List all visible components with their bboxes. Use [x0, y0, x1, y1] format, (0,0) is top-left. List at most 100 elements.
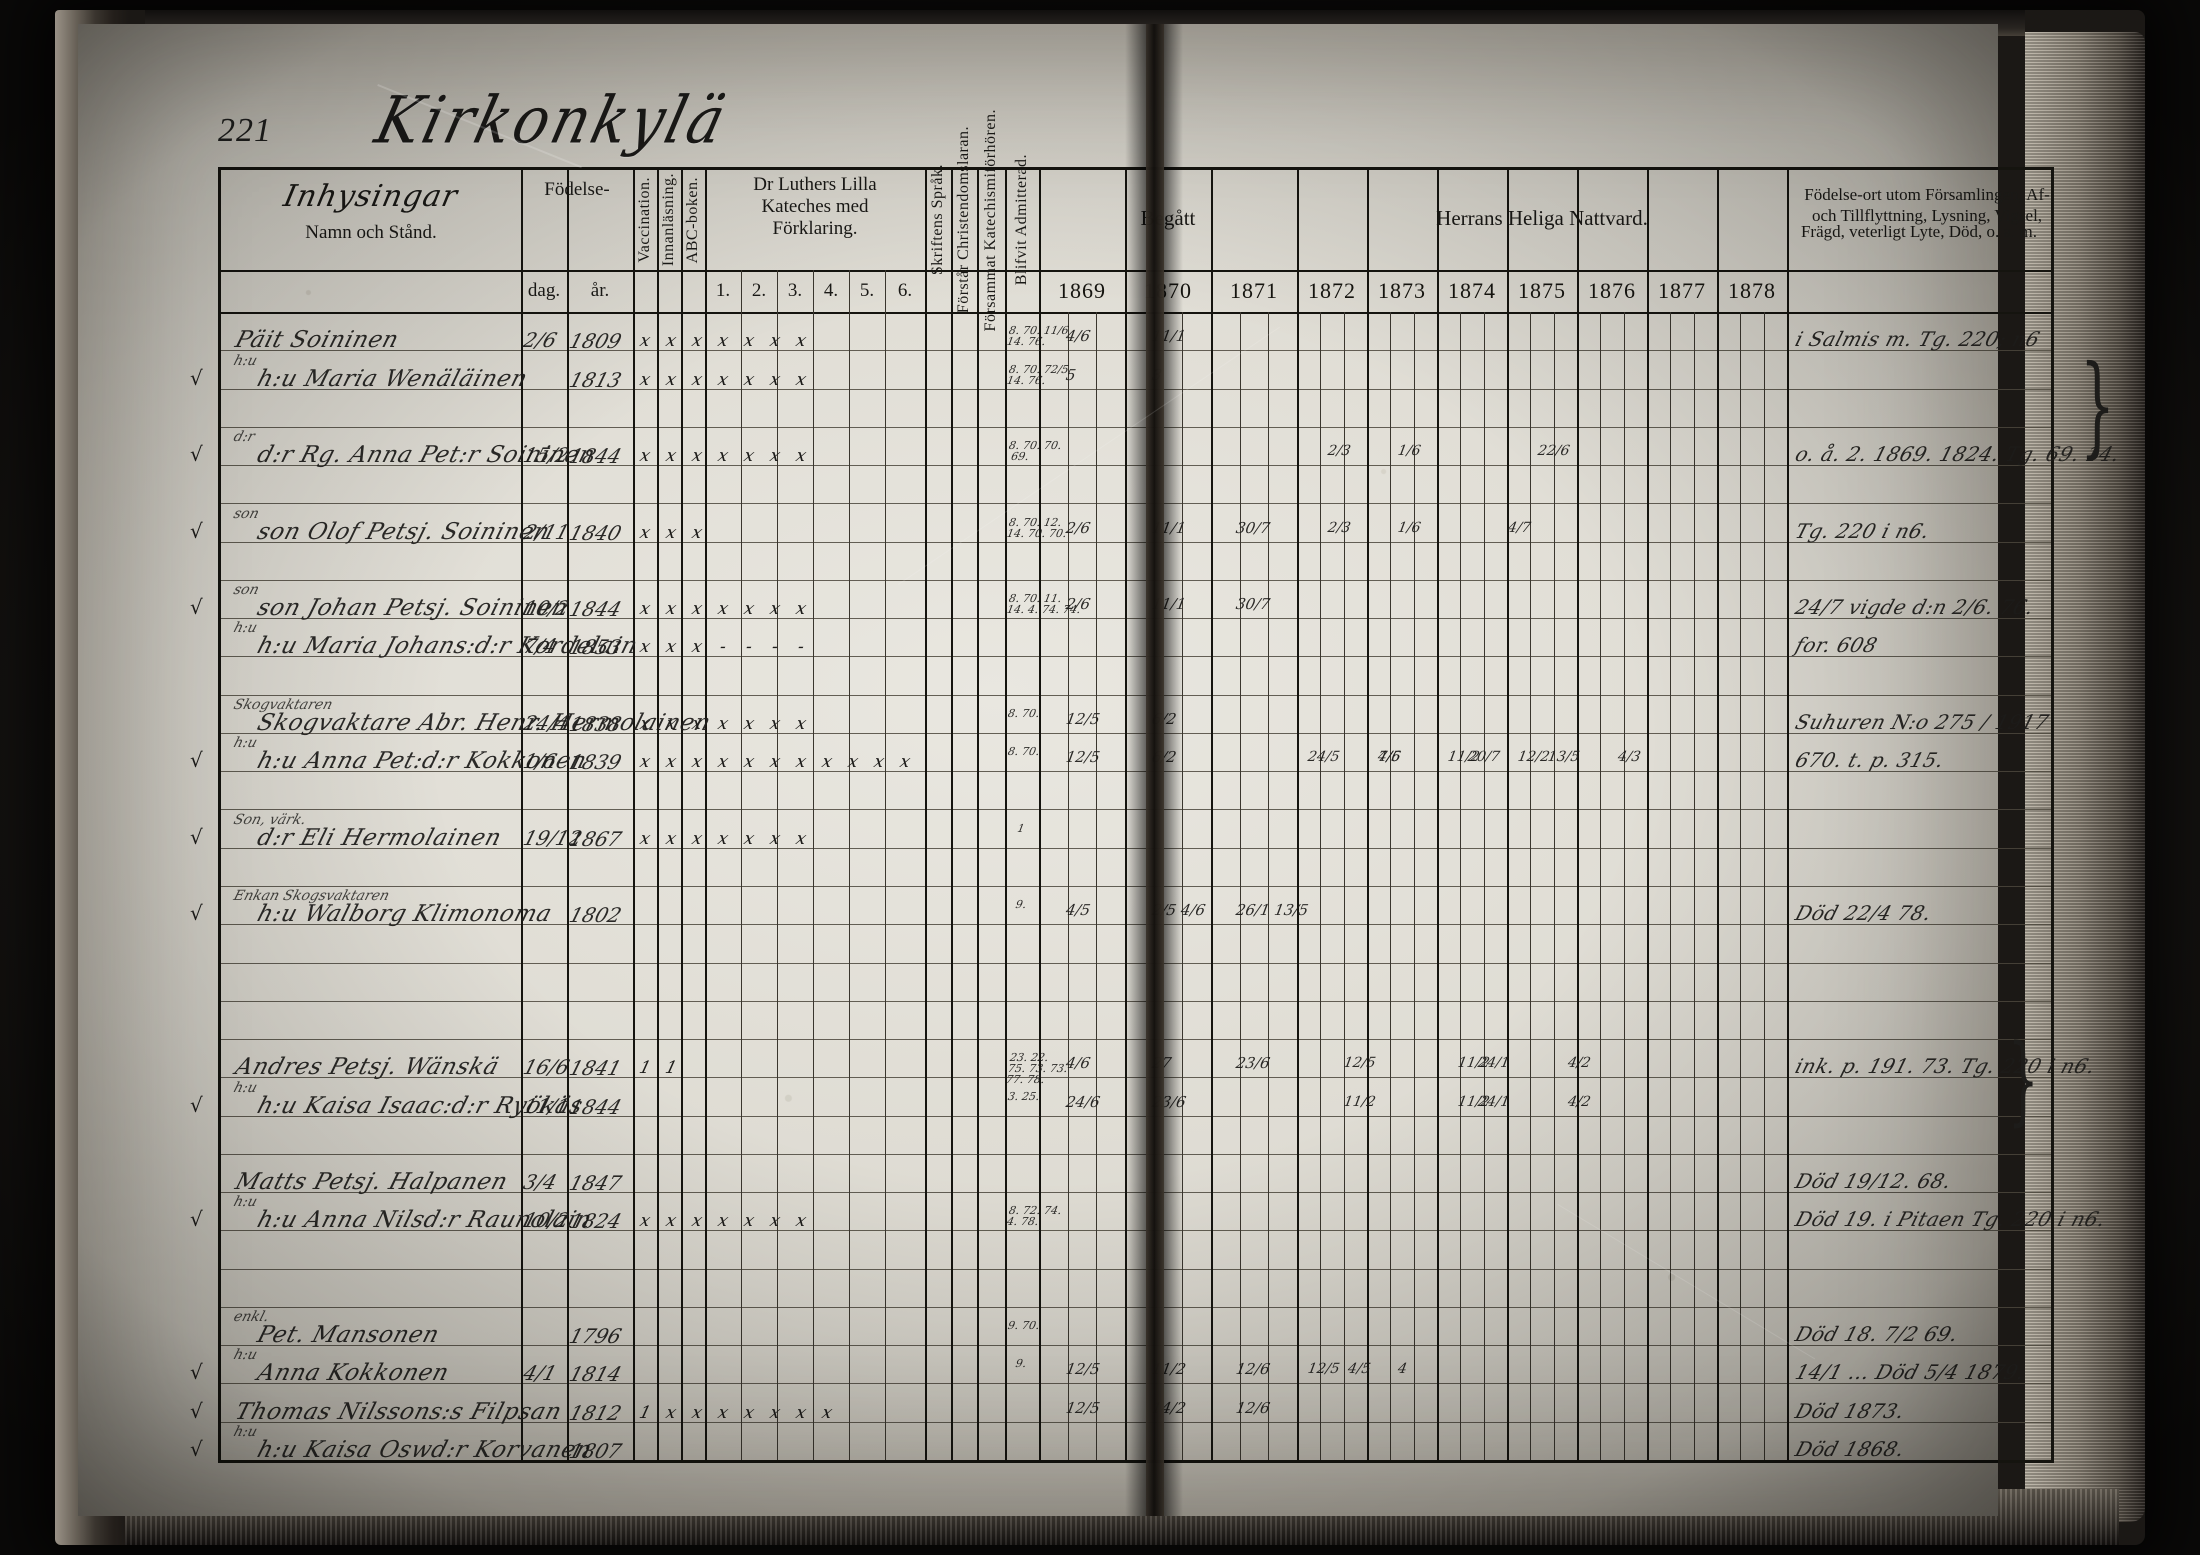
- header-katekes-3: 3.: [787, 280, 803, 302]
- handwritten-text: h:u Maria Wenäläinen: [254, 365, 531, 392]
- handwritten-text: 1802: [566, 903, 625, 928]
- handwritten-text: 2/11: [520, 519, 573, 544]
- handwritten-text: 1824: [566, 1209, 625, 1234]
- remark-brace: }: [2008, 1024, 2039, 1137]
- page-spread: 221 Kirkonkylä Inhysingar Namn och Stånd…: [78, 24, 2123, 1516]
- handwritten-text: 2/3: [1326, 443, 1352, 460]
- handwritten-text: 12/5: [1064, 1360, 1102, 1379]
- handwritten-text: son Olof Petsj. Soininen: [254, 518, 554, 545]
- handwritten-text: 14/1 ... Död 5/4 1879.: [1792, 1360, 2028, 1385]
- handwritten-text: Död 1868.: [1792, 1437, 1908, 1461]
- header-katekes-2: 2.: [751, 280, 767, 302]
- handwritten-text: h:u: [231, 1424, 260, 1440]
- handwritten-text: 20/7: [1466, 749, 1501, 766]
- handwritten-text: 30/7: [1234, 595, 1272, 614]
- handwritten-text: 12/5: [1064, 1398, 1102, 1417]
- katekes-note: 8. 70. 11. 14. 4. 74. 74.: [1005, 592, 1082, 617]
- handwritten-text: Tg. 220 i n6.: [1792, 518, 1933, 543]
- katekes-note: 8. 70. 12. 14. 70. 70.: [1005, 515, 1068, 540]
- margin-check-tick: √: [190, 1398, 203, 1423]
- remark-brace: }: [2080, 341, 2115, 470]
- header-katekes-line3: Förklaring.: [772, 218, 858, 240]
- handwritten-text: son: [231, 505, 261, 522]
- header-katekes-line1: Dr Luthers Lilla: [753, 174, 877, 196]
- handwritten-text: ink. p. 191. 73. Tg. 220 i n6.: [1792, 1054, 2099, 1079]
- handwritten-text: 1813: [566, 367, 625, 392]
- katekes-note: 3. 25.: [1006, 1089, 1041, 1103]
- page-title: Kirkonkylä: [368, 81, 736, 159]
- year-1876: 1876: [1588, 278, 1636, 303]
- handwritten-text: 1844: [566, 1094, 625, 1119]
- handwritten-text: 12/5: [1306, 1361, 1341, 1378]
- handwritten-text: 1812: [566, 1400, 625, 1425]
- handwritten-text: 4/6: [1064, 1054, 1092, 1073]
- margin-check-tick: √: [190, 1360, 203, 1385]
- year-1877: 1877: [1658, 278, 1706, 303]
- handwritten-text: 1840: [566, 520, 625, 545]
- handwritten-text: d:r Eli Hermolainen: [254, 824, 505, 851]
- katekes-note: 1: [1016, 821, 1026, 835]
- handwritten-text: 1814: [566, 1362, 625, 1387]
- handwritten-text: 26/1 13/5: [1234, 901, 1310, 920]
- year-1869: 1869: [1058, 278, 1106, 303]
- handwritten-text: 12/5: [1342, 1055, 1377, 1072]
- handwritten-text: 24/5: [1306, 749, 1341, 766]
- handwritten-text: 4/3: [1616, 749, 1642, 766]
- header-abc-boken: ABC-boken.: [684, 176, 702, 264]
- header-birth-day: dag.: [527, 280, 561, 302]
- handwritten-text: Död 19/12. 68.: [1792, 1169, 1955, 1194]
- handwritten-text: 2/6: [1064, 518, 1092, 537]
- handwritten-text: 1844: [566, 597, 625, 622]
- year-1875: 1875: [1518, 278, 1566, 303]
- year-1878: 1878: [1728, 278, 1776, 303]
- handwritten-text: 12/6: [1234, 1398, 1272, 1417]
- handwritten-text: h:u Walborg Klimonoma: [254, 901, 556, 928]
- header-birth: Födelse-: [544, 179, 610, 201]
- handwritten-text: 1/6: [1396, 519, 1422, 536]
- handwritten-text: Anna Kokkonen: [254, 1360, 453, 1387]
- margin-check-tick: √: [190, 518, 203, 543]
- handwritten-text: 1838: [566, 711, 625, 736]
- margin-check-tick: √: [190, 1207, 203, 1232]
- handwritten-text: 24/1: [1476, 1093, 1511, 1110]
- handwritten-text: 1847: [566, 1171, 625, 1196]
- katekes-note: 8. 72. 74. 4. 78.: [1005, 1204, 1063, 1229]
- handwritten-text: Thomas Nilssons:s Filpsan: [232, 1398, 565, 1425]
- handwritten-text: 1841: [566, 1056, 625, 1081]
- handwritten-text: 1/6: [1396, 443, 1422, 460]
- header-vaccination: Vaccination.: [636, 177, 654, 263]
- handwritten-text: 11/1: [520, 1093, 573, 1118]
- handwritten-text: 23/6: [1234, 1054, 1272, 1073]
- header-innanlasning: Innanläsning.: [660, 173, 678, 267]
- handwritten-text: 24/6: [1064, 1092, 1102, 1111]
- handwritten-text: 24/1: [1476, 1055, 1511, 1072]
- margin-check-tick: √: [190, 901, 203, 926]
- header-skriftens-sprak: Skriftens Språk.: [929, 164, 947, 276]
- year-1871: 1871: [1230, 278, 1278, 303]
- header-katekes-1: 1.: [715, 280, 731, 302]
- handwritten-text: h:u: [231, 620, 260, 637]
- header-blifvit-admitterad: Blifvit Admitterad.: [1013, 154, 1031, 286]
- handwritten-text: Suhuren N:o 275 / 1917: [1792, 709, 2052, 734]
- handwritten-text: 4/6: [1064, 327, 1092, 346]
- handwritten-text: 1809: [566, 329, 625, 354]
- handwritten-text: 4/7: [1506, 519, 1532, 536]
- year-1873: 1873: [1378, 278, 1426, 303]
- katekes-note: 8. 70.: [1006, 745, 1041, 759]
- margin-check-tick: √: [190, 1092, 203, 1117]
- handwritten-text: 24/7 vigde d:n 2/6. 76.: [1792, 595, 2037, 620]
- handwritten-text: 1844: [566, 444, 625, 469]
- header-katekes-5: 5.: [859, 280, 875, 302]
- handwritten-text: 4/2: [1566, 1093, 1592, 1110]
- handwritten-text: Död 19. i Pitaen Tg. 220 i n6.: [1792, 1207, 2109, 1232]
- handwritten-text: 4/5: [1064, 901, 1092, 920]
- handwritten-text: 22/6: [1536, 443, 1571, 460]
